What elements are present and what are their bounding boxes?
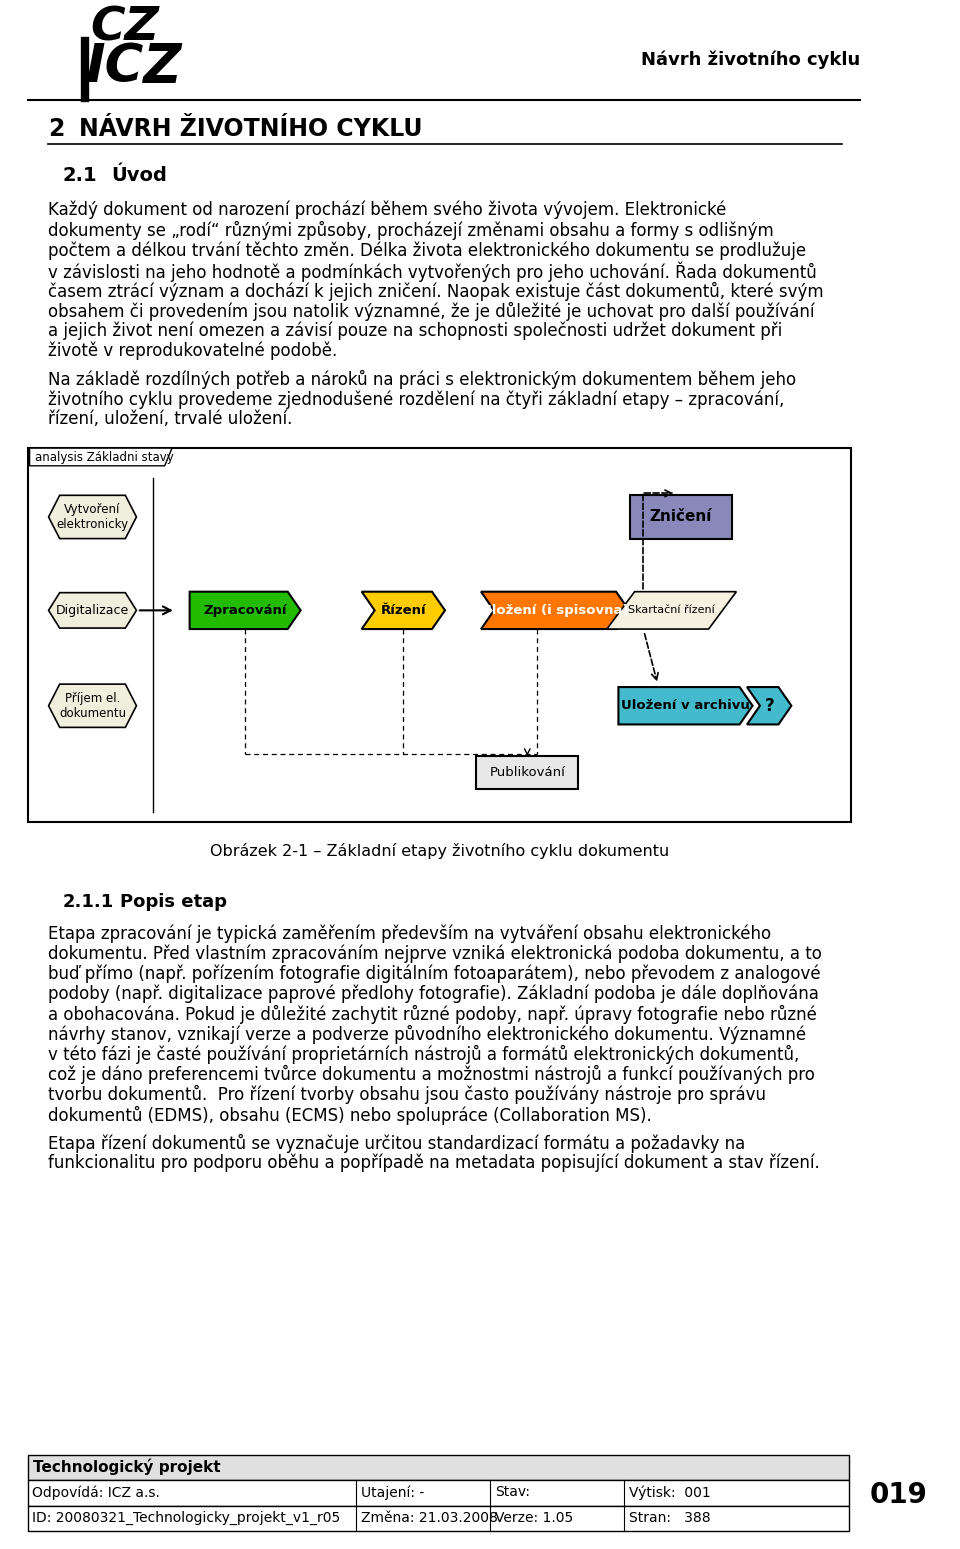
Text: Uložení v archivu: Uložení v archivu — [621, 699, 750, 713]
Text: Stav:: Stav: — [495, 1485, 530, 1499]
Text: Uložení (i spisovna): Uložení (i spisovna) — [481, 604, 629, 617]
Text: tvorbu dokumentů.  Pro řízení tvorby obsahu jsou často používány nástroje pro sp: tvorbu dokumentů. Pro řízení tvorby obsa… — [48, 1086, 766, 1104]
Text: Verze: 1.05: Verze: 1.05 — [495, 1510, 573, 1524]
Text: buď přímo (např. pořízením fotografie digitálním fotoaparátem), nebo převodem z : buď přímo (např. pořízením fotografie di… — [48, 965, 821, 984]
Text: životě v reprodukovatelné podobě.: životě v reprodukovatelné podobě. — [48, 342, 337, 361]
Text: Příjem el.
dokumentu: Příjem el. dokumentu — [59, 692, 126, 720]
Text: počtem a délkou trvání těchto změn. Délka života elektronického dokumentu se pro: počtem a délkou trvání těchto změn. Délk… — [48, 242, 806, 260]
Text: návrhy stanov, vznikají verze a podverze původního elektronického dokumentu. Výz: návrhy stanov, vznikají verze a podverze… — [48, 1025, 806, 1044]
Text: funkcionalitu pro podporu oběhu a popřípadě na metadata popisující dokument a st: funkcionalitu pro podporu oběhu a popříp… — [48, 1154, 820, 1173]
Text: Výtisk:  001: Výtisk: 001 — [629, 1485, 710, 1499]
Polygon shape — [49, 496, 136, 539]
Bar — [82, 40, 89, 98]
Bar — [79, 40, 162, 98]
Polygon shape — [190, 592, 300, 629]
Polygon shape — [747, 688, 791, 725]
Text: časem ztrácí význam a dochází k jejich zničení. Naopak existuje část dokumentů, : časem ztrácí význam a dochází k jejich z… — [48, 282, 824, 301]
Polygon shape — [618, 688, 753, 725]
Text: Popis etap: Popis etap — [120, 892, 228, 911]
Text: a jejich život není omezen a závisí pouze na schopnosti společnosti udržet dokum: a jejich život není omezen a závisí pouz… — [48, 322, 782, 341]
Bar — [28, 1455, 850, 1481]
Text: 019: 019 — [870, 1481, 927, 1509]
Polygon shape — [481, 592, 629, 629]
Text: což je dáno preferencemi tvůrce dokumentu a možnostmi nástrojů a funkcí používan: což je dáno preferencemi tvůrce dokument… — [48, 1066, 815, 1084]
Text: Řízení: Řízení — [380, 604, 426, 617]
Text: Zpracování: Zpracování — [204, 604, 287, 617]
Text: Změna: 21.03.2008: Změna: 21.03.2008 — [361, 1510, 497, 1524]
Text: Stran:   388: Stran: 388 — [629, 1510, 710, 1524]
Text: ID: 20080321_Technologicky_projekt_v1_r05: ID: 20080321_Technologicky_projekt_v1_r0… — [33, 1510, 341, 1524]
Bar — [28, 1506, 850, 1532]
Text: životního cyklu provedeme zjednodušené rozdělení na čtyři základní etapy – zprac: životního cyklu provedeme zjednodušené r… — [48, 390, 784, 409]
Text: NÁVRH ŽIVOTNÍHO CYKLU: NÁVRH ŽIVOTNÍHO CYKLU — [79, 118, 422, 141]
Bar — [28, 448, 852, 823]
Text: 2.1.1: 2.1.1 — [63, 892, 114, 911]
Text: v závislosti na jeho hodnotě a podmínkách vytvořených pro jeho uchování. Řada do: v závislosti na jeho hodnotě a podmínkác… — [48, 262, 817, 282]
Bar — [476, 756, 578, 790]
Text: Etapa řízení dokumentů se vyznačuje určitou standardizací formátu a požadavky na: Etapa řízení dokumentů se vyznačuje urči… — [48, 1134, 745, 1152]
Polygon shape — [607, 592, 736, 629]
Text: analysis Základni stavy: analysis Základni stavy — [36, 451, 174, 465]
Text: podoby (např. digitalizace paprové předlohy fotografie). Základní podoba je dále: podoby (např. digitalizace paprové předl… — [48, 985, 819, 1004]
Text: ICZ: ICZ — [85, 40, 182, 93]
Polygon shape — [30, 448, 172, 466]
Text: 2.1: 2.1 — [63, 166, 98, 186]
Text: ?: ? — [764, 697, 774, 714]
Polygon shape — [49, 593, 136, 627]
Polygon shape — [362, 592, 445, 629]
Text: dokumenty se „rodí“ různými způsoby, procházejí změnami obsahu a formy s odlišný: dokumenty se „rodí“ různými způsoby, pro… — [48, 222, 774, 240]
Bar — [28, 1481, 850, 1506]
Text: obsahem či provedením jsou natolik významné, že je důležité je uchovat pro další: obsahem či provedením jsou natolik význa… — [48, 302, 815, 321]
Text: Digitalizace: Digitalizace — [56, 604, 130, 617]
Text: Na základě rozdílných potřeb a nároků na práci s elektronickým dokumentem během : Na základě rozdílných potřeb a nároků na… — [48, 370, 796, 389]
Text: Obrázek 2-1 – Základní etapy životního cyklu dokumentu: Obrázek 2-1 – Základní etapy životního c… — [210, 843, 669, 860]
Text: v této fázi je časté používání proprietárních nástrojů a formátů elektronických : v této fázi je časté používání proprietá… — [48, 1046, 800, 1064]
Text: Úvod: Úvod — [111, 166, 167, 186]
Text: Utajení: -: Utajení: - — [361, 1485, 424, 1499]
Text: Návrh životního cyklu: Návrh životního cyklu — [641, 50, 860, 68]
Text: Každý dokument od narození prochází během svého života vývojem. Elektronické: Každý dokument od narození prochází běhe… — [48, 201, 727, 220]
Polygon shape — [49, 685, 136, 728]
Text: a obohacována. Pokud je důležité zachytit různé podoby, např. úpravy fotografie : a obohacována. Pokud je důležité zachyti… — [48, 1005, 817, 1024]
Text: Skartační řízení: Skartační řízení — [628, 606, 715, 615]
Text: Zničení: Zničení — [650, 510, 712, 525]
Text: CZ: CZ — [90, 5, 159, 50]
Text: Technologický projekt: Technologický projekt — [34, 1459, 221, 1475]
Text: řízení, uložení, trvalé uložení.: řízení, uložení, trvalé uložení. — [48, 410, 293, 428]
Text: Vytvoření
elektronicky: Vytvoření elektronicky — [57, 503, 129, 531]
Text: Etapa zpracování je typická zaměřením především na vytváření obsahu elektronické: Etapa zpracování je typická zaměřením př… — [48, 925, 771, 942]
Text: Publikování: Publikování — [490, 767, 565, 779]
Text: 2: 2 — [48, 118, 64, 141]
Text: dokumentu. Před vlastním zpracováním nejprve vzniká elektronická podoba dokument: dokumentu. Před vlastním zpracováním nej… — [48, 945, 822, 963]
Bar — [630, 496, 732, 539]
Text: Odpovídá: ICZ a.s.: Odpovídá: ICZ a.s. — [33, 1485, 160, 1499]
Text: dokumentů (EDMS), obsahu (ECMS) nebo spolupráce (Collaboration MS).: dokumentů (EDMS), obsahu (ECMS) nebo spo… — [48, 1106, 652, 1125]
